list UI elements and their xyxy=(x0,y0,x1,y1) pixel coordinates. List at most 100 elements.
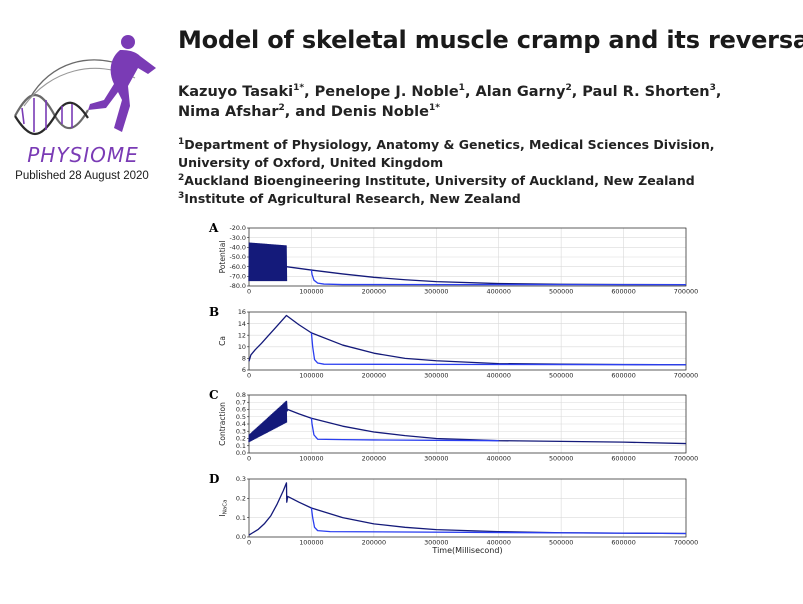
series-line-light xyxy=(310,332,687,366)
y-tick-label: 0.2 xyxy=(236,495,246,503)
y-tick-label: 0.2 xyxy=(236,435,246,443)
x-tick-label: 100000 xyxy=(299,455,323,463)
panel-letter: D xyxy=(209,472,219,486)
x-tick-label: 700000 xyxy=(674,372,698,380)
x-tick-label: 200000 xyxy=(362,455,386,463)
oscillation-band xyxy=(248,401,288,443)
x-tick-label: 700000 xyxy=(674,539,698,547)
x-tick-label: 0 xyxy=(247,539,251,547)
y-tick-label: 0.0 xyxy=(236,449,246,457)
x-tick-label: 400000 xyxy=(487,539,511,547)
affiliation: 2Auckland Bioengineering Institute, Univ… xyxy=(178,172,778,190)
y-axis-label: Contraction xyxy=(218,402,227,446)
affiliation-text: Auckland Bioengineering Institute, Unive… xyxy=(184,173,695,188)
affiliation: 3Institute of Agricultural Research, New… xyxy=(178,190,778,208)
x-tick-label: 700000 xyxy=(674,455,698,463)
x-tick-label: 0 xyxy=(247,288,251,296)
y-tick-label: 10 xyxy=(238,343,246,351)
series-line-dark xyxy=(285,400,687,445)
chart-panel-a: A 0 100000 200000 300000 400000 500000 600000 70… xyxy=(208,222,698,296)
oscillation-band xyxy=(248,242,288,282)
y-tick-label: -50.0 xyxy=(229,253,246,261)
paper-title: Model of skeletal muscle cramp and its r… xyxy=(178,26,803,54)
y-tick-label: -40.0 xyxy=(229,244,246,252)
affiliation-text: Institute of Agricultural Research, New … xyxy=(184,191,521,206)
y-axis-label: INaCa xyxy=(218,500,229,517)
x-tick-label: 700000 xyxy=(674,288,698,296)
x-tick-label: 600000 xyxy=(611,455,635,463)
x-tick-label: 300000 xyxy=(424,455,448,463)
author-affil-mark: 1* xyxy=(293,83,305,94)
publication-date: Published 28 August 2020 xyxy=(15,170,149,182)
author-affil-mark: 1* xyxy=(428,103,440,114)
x-tick-label: 0 xyxy=(247,372,251,380)
author-list: Kazuyo Tasaki1*, Penelope J. Noble1, Ala… xyxy=(178,82,768,122)
y-tick-label: 8 xyxy=(242,355,246,363)
chart-panel-c: C 0 100000 200000 300000 400000 500000 600000 70… xyxy=(209,388,698,463)
affiliation: 1Department of Physiology, Anatomy & Gen… xyxy=(178,136,778,172)
panel-letter: C xyxy=(209,388,219,402)
x-tick-label: 600000 xyxy=(611,372,635,380)
y-tick-label: 0.8 xyxy=(236,391,246,399)
y-tick-label: 0.0 xyxy=(236,533,246,541)
plot-frame xyxy=(248,311,687,371)
x-tick-label: 500000 xyxy=(549,372,573,380)
logo-wordmark: PHYSIOME xyxy=(27,143,139,167)
x-tick-label: 200000 xyxy=(362,288,386,296)
y-tick-label: -70.0 xyxy=(229,273,246,281)
author-name: Kazuyo Tasaki xyxy=(178,84,294,100)
y-tick-label: 16 xyxy=(238,308,246,316)
x-tick-label: 500000 xyxy=(549,455,573,463)
author-name: Alan Garny xyxy=(475,84,566,100)
author-name: Paul R. Shorten xyxy=(582,84,710,100)
x-axis-label: Time(Millisecond) xyxy=(431,546,502,555)
chart-panel-d: D 0 100000 200000 300000 400000 500000 600000 70… xyxy=(209,472,698,555)
y-tick-label: 0.3 xyxy=(236,475,246,483)
y-tick-label: -60.0 xyxy=(229,263,246,271)
author-separator: , xyxy=(464,84,476,100)
series-line-dark xyxy=(248,482,687,536)
author-affil-mark: 2 xyxy=(278,103,285,114)
x-tick-label: 400000 xyxy=(487,288,511,296)
y-tick-label: 0.1 xyxy=(236,514,246,522)
author-affil-mark: 2 xyxy=(565,83,572,94)
plot-frame xyxy=(248,394,687,454)
series-line-dark xyxy=(248,314,687,366)
x-tick-label: 100000 xyxy=(299,288,323,296)
x-tick-label: 100000 xyxy=(299,372,323,380)
y-axis-label: Ca xyxy=(218,336,227,346)
physiome-logo xyxy=(14,35,156,135)
x-tick-label: 400000 xyxy=(487,455,511,463)
author-separator: , and xyxy=(284,104,331,120)
author-affil-mark: 3 xyxy=(709,83,716,94)
affiliation-mark: 1 xyxy=(178,136,185,147)
y-tick-label: 0.4 xyxy=(236,420,246,428)
author-separator: , xyxy=(304,84,315,100)
author-separator: , xyxy=(571,84,583,100)
x-tick-label: 600000 xyxy=(611,288,635,296)
y-tick-label: 0.5 xyxy=(236,413,246,421)
y-tick-label: 0.7 xyxy=(236,398,246,406)
y-tick-label: 14 xyxy=(238,320,246,328)
y-tick-label: 6 xyxy=(242,366,246,374)
author-affil-mark: 1 xyxy=(458,83,465,94)
author-name: Nima Afshar xyxy=(178,104,279,120)
y-tick-label: -30.0 xyxy=(229,234,246,242)
affiliation-list: 1Department of Physiology, Anatomy & Gen… xyxy=(178,136,778,208)
x-tick-label: 100000 xyxy=(299,539,323,547)
series-line-light xyxy=(310,418,499,442)
y-tick-label: 0.3 xyxy=(236,427,246,435)
x-tick-label: 0 xyxy=(247,455,251,463)
x-tick-label: 400000 xyxy=(487,372,511,380)
series-line-light xyxy=(310,269,687,286)
x-tick-label: 200000 xyxy=(362,539,386,547)
y-tick-label: 0.6 xyxy=(236,406,246,414)
y-tick-label: -20.0 xyxy=(229,224,246,232)
author-separator: , xyxy=(715,84,722,100)
x-tick-label: 200000 xyxy=(362,372,386,380)
y-tick-label: 12 xyxy=(238,331,246,339)
chart-panel-b: B 0 100000 200000 300000 400000 500000 600000 70… xyxy=(209,305,698,380)
affiliation-mark: 3 xyxy=(178,190,185,201)
figure-panels: A 0 100000 200000 300000 400000 500000 600000 70… xyxy=(208,222,698,555)
y-tick-label: -80.0 xyxy=(229,282,246,290)
